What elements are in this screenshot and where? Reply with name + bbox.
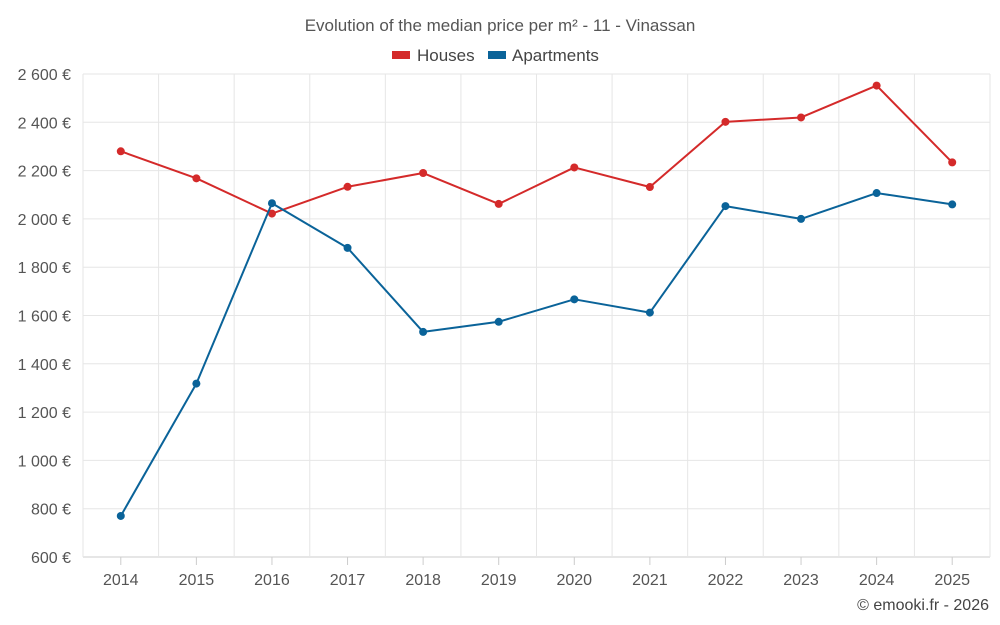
legend-item-apartments[interactable]: Apartments	[488, 46, 599, 65]
series-layer	[116, 81, 957, 520]
x-tick-label: 2020	[556, 572, 592, 589]
y-tick-label: 1 400 €	[18, 357, 71, 374]
x-tick-label: 2021	[632, 572, 668, 589]
data-point-apartments[interactable]	[948, 200, 957, 209]
data-point-houses[interactable]	[570, 163, 579, 172]
y-tick-label: 2 600 €	[18, 67, 71, 84]
y-tick-label: 2 400 €	[18, 115, 71, 132]
data-point-apartments[interactable]	[570, 295, 579, 304]
y-tick-label: 1 800 €	[18, 260, 71, 277]
data-point-apartments[interactable]	[721, 202, 730, 211]
x-tick-label: 2025	[934, 572, 970, 589]
data-point-houses[interactable]	[419, 169, 428, 178]
x-tick-label: 2015	[179, 572, 215, 589]
y-axis: 600 € 800 € 1 000 € 1 200 € 1 400 € 1 600 € 1 …	[18, 67, 71, 567]
data-point-houses[interactable]	[721, 117, 730, 126]
data-point-houses[interactable]	[494, 199, 503, 208]
legend-swatch	[488, 51, 506, 59]
x-axis: 2014 2015 2016 2017 2018 2019 2020 2021 2022 2023…	[103, 557, 970, 589]
data-point-houses[interactable]	[343, 182, 352, 191]
x-tick-label: 2023	[783, 572, 819, 589]
data-point-apartments[interactable]	[192, 379, 201, 388]
legend: Houses Apartments	[392, 46, 599, 65]
chart-title: Evolution of the median price per m² - 1…	[305, 16, 696, 35]
data-point-houses[interactable]	[948, 158, 957, 167]
x-tick-label: 2024	[859, 572, 895, 589]
data-point-apartments[interactable]	[645, 308, 654, 317]
series-line-houses	[120, 84, 953, 215]
legend-swatch	[392, 51, 410, 59]
y-tick-label: 2 200 €	[18, 164, 71, 181]
data-point-houses[interactable]	[192, 174, 201, 183]
x-tick-label: 2022	[708, 572, 744, 589]
data-point-houses[interactable]	[797, 113, 806, 122]
data-point-apartments[interactable]	[343, 243, 352, 252]
data-point-houses[interactable]	[872, 81, 881, 90]
series-line-apartments	[119, 192, 953, 517]
data-point-apartments[interactable]	[872, 189, 881, 198]
x-tick-label: 2017	[330, 572, 366, 589]
legend-item-houses[interactable]: Houses	[392, 46, 475, 65]
x-tick-label: 2014	[103, 572, 139, 589]
grid	[82, 73, 991, 558]
x-tick-label: 2019	[481, 572, 517, 589]
x-tick-label: 2016	[254, 572, 290, 589]
y-tick-label: 1 000 €	[18, 453, 71, 470]
y-tick-label: 800 €	[31, 502, 71, 519]
data-point-apartments[interactable]	[116, 511, 125, 520]
legend-label: Apartments	[512, 46, 599, 65]
data-point-apartments[interactable]	[797, 214, 806, 223]
data-point-apartments[interactable]	[419, 327, 428, 336]
data-point-houses[interactable]	[116, 147, 125, 156]
y-tick-label: 1 200 €	[18, 405, 71, 422]
data-point-houses[interactable]	[267, 209, 276, 218]
data-point-houses[interactable]	[645, 183, 654, 192]
credit-text: © emooki.fr - 2026	[857, 597, 989, 614]
y-tick-label: 600 €	[31, 550, 71, 567]
data-point-apartments[interactable]	[267, 199, 276, 208]
y-tick-label: 1 600 €	[18, 309, 71, 326]
y-tick-label: 2 000 €	[18, 212, 71, 229]
data-point-apartments[interactable]	[494, 317, 503, 326]
x-tick-label: 2018	[405, 572, 441, 589]
legend-label: Houses	[417, 46, 475, 65]
